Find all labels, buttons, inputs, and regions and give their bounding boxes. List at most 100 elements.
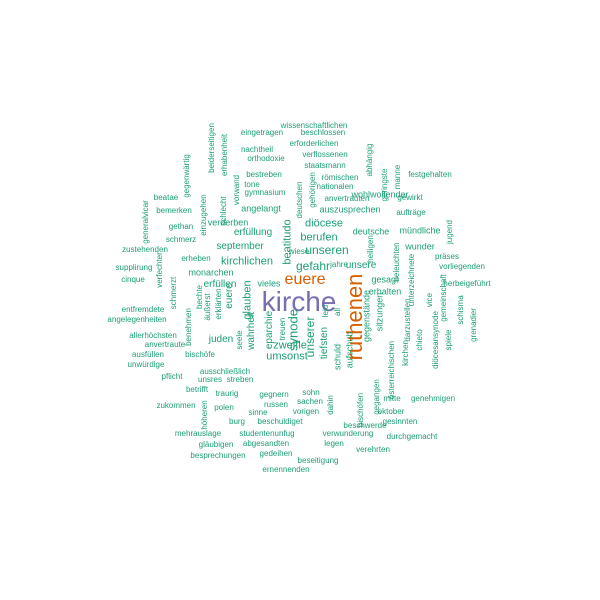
word-kirchlichen: kirchlichen (221, 255, 273, 268)
word-verderben: verderben (207, 217, 249, 228)
word-beleuchten: beleuchten (392, 242, 401, 282)
word-chieto: chieto (415, 329, 424, 351)
word-umsonst: umsonst (266, 350, 308, 363)
word-wahrheit: wahrheit (246, 312, 257, 350)
word-staatsmann: staatsmann (304, 161, 346, 170)
word-tone: tone (244, 180, 260, 189)
word-beschuldiget: beschuldiget (257, 417, 303, 426)
word-verfechter: verfechter (155, 252, 164, 288)
word-schuld: schuld (332, 343, 343, 371)
word-äußerst: äußerst (203, 293, 212, 321)
word-verflossenen: verflossenen (302, 150, 348, 159)
word-verwunderung: verwunderung (322, 429, 374, 438)
word-unsres: unsres (197, 375, 223, 384)
word-herbeigeführt: herbeigeführt (443, 279, 491, 288)
word-präses: präses (434, 252, 460, 261)
word-anvertrauten: anvertrauten (324, 194, 370, 203)
word-gymnasium: gymnasium (244, 188, 286, 197)
word-euere: euere (284, 271, 326, 288)
word-generalvicar: generalvicar (141, 200, 150, 244)
word-abgesandten: abgesandten (242, 439, 290, 448)
word-betrifft: betrifft (185, 385, 209, 394)
word-nachtheil: nachtheil (240, 145, 274, 154)
word-zukommen: zukommen (156, 401, 196, 410)
word-angelangt: angelangt (241, 203, 281, 214)
word-supplirung: supplirung (115, 263, 153, 272)
word-schmerzt: schmerzt (169, 276, 178, 310)
word-auszusprechen: auszusprechen (319, 204, 381, 215)
word-gläubigen: gläubigen (198, 440, 234, 449)
word-ausfüllen: ausfüllen (131, 350, 165, 359)
word-unwürdige: unwürdige (127, 360, 165, 369)
word-höheren: höheren (200, 400, 209, 430)
word-spiele: spiele (444, 329, 453, 351)
word-deutschen: deutschen (295, 181, 304, 219)
word-jugend: jugend (445, 219, 454, 245)
word-deutsche: deutsche (352, 226, 390, 237)
word-zustehenden: zustehenden (122, 245, 168, 254)
word-bischöfen: bischöfen (356, 392, 365, 428)
word-unsere: unsere (345, 260, 377, 271)
word-erklärten: erklärten (214, 288, 223, 320)
word-verehrten: verehrten (356, 445, 390, 454)
word-gewirkt: gewirkt (397, 193, 423, 202)
word-beatae: beatae (153, 193, 179, 202)
word-seele: seele (235, 330, 244, 350)
word-durchgemacht: durchgemacht (386, 432, 438, 441)
word-pflicht: pflicht (161, 372, 183, 381)
word-schlecht: schlecht (219, 196, 228, 226)
word-ernennenden: ernennenden (262, 465, 310, 474)
word-kirche: kirche (261, 286, 337, 317)
word-erhalten: erhalten (368, 286, 402, 297)
word-genehmigen: genehmigen (410, 394, 456, 403)
word-angelegenheiten: angelegenheiten (107, 315, 167, 324)
word-österreichischen: österreichischen (387, 340, 396, 400)
word-jahre: jahre (330, 260, 348, 269)
word-all: all (333, 307, 342, 317)
word-heiligen: heiligen (366, 235, 375, 263)
word-römischen: römischen (321, 173, 359, 182)
word-manne: manne (393, 164, 402, 190)
word-streben: streben (226, 375, 254, 384)
word-beiderseitigen: beiderseitigen (207, 123, 216, 173)
word-studentenunfug: studentenunfug (239, 429, 295, 438)
word-erfüllen: erfüllen (203, 279, 237, 290)
word-bestreben: bestreben (246, 170, 282, 179)
word-vice: vice (425, 292, 434, 308)
word-wohlwollender: wohlwollender (351, 189, 409, 200)
word-aufträge: aufträge (396, 208, 426, 217)
word-einzugehen: einzugehen (199, 194, 208, 236)
word-beatitudo: beatitudo (281, 219, 294, 265)
word-beschlossen: beschlossen (300, 128, 346, 137)
word-unseren: unseren (305, 243, 349, 257)
word-berufen: berufen (300, 231, 338, 244)
word-unterzeichnete: unterzeichnete (407, 253, 416, 307)
word-benehmen: benehmen (184, 308, 193, 346)
word-mitte: mitte (383, 394, 401, 403)
word-geringste: geringste (380, 168, 389, 202)
word-zweifle: zweifle (273, 339, 307, 352)
word-bischöfe: bischöfe (185, 350, 215, 359)
word-mehrauslage: mehrauslage (174, 429, 222, 438)
word-nationalen: nationalen (316, 182, 354, 191)
word-wunder: wunder (405, 241, 435, 252)
word-wiese: wiese (288, 247, 310, 256)
word-eingetragen: eingetragen (240, 128, 284, 137)
word-leid: leid (321, 304, 330, 318)
word-kirchen: kirchen (401, 340, 410, 366)
word-treuen: treuen (278, 317, 287, 341)
word-eparchie: eparchie (264, 310, 275, 350)
word-dahin: dahin (326, 395, 335, 415)
word-erforderlichen: erforderlichen (289, 139, 339, 148)
word-gedeihen: gedeihen (259, 449, 293, 458)
word-gegenwärtig: gegenwärtig (182, 154, 191, 198)
word-beschwerde: beschwerde (343, 421, 387, 430)
word-vorliegenden: vorliegenden (439, 262, 485, 271)
word-tiefsten: tiefsten (319, 326, 330, 360)
word-gethan: gethan (168, 222, 194, 231)
word-erheben: erheben (181, 254, 211, 263)
word-polen: polen (214, 403, 234, 412)
word-traurig: traurig (215, 389, 239, 398)
word-schisma: schisma (456, 295, 465, 325)
word-wissenschaftlichen: wissenschaftlichen (280, 121, 348, 130)
